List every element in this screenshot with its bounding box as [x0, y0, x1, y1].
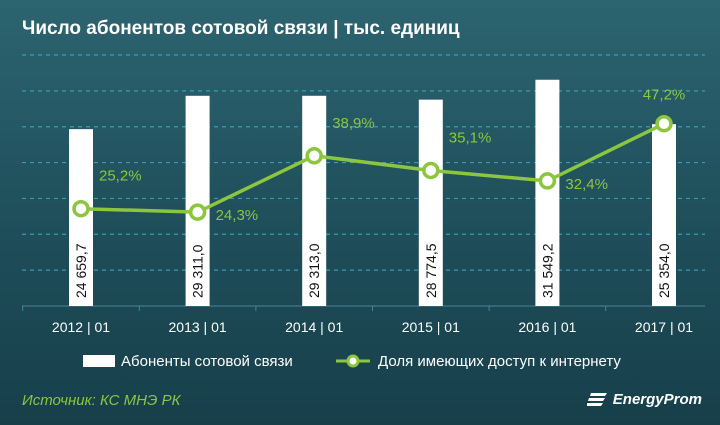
bar-value-label: 29 313,0: [306, 243, 322, 298]
line-value-label: 35,1%: [449, 129, 492, 146]
x-tick-label: 2016 | 01: [518, 319, 576, 335]
gridlines: [22, 54, 705, 271]
line-point: [305, 147, 323, 165]
brand-logo: EnergyProm: [586, 390, 702, 408]
bar: [535, 79, 560, 307]
line-value-label: 47,2%: [643, 87, 686, 104]
bar-value-label: 25 354,0: [656, 243, 672, 298]
x-tick-label: 2014 | 01: [285, 319, 343, 335]
bars: 24 659,7 29 311,0 29 313,0 28 774,5 31 549,2…: [69, 79, 676, 307]
line-point: [188, 203, 207, 221]
chart-title: Число абонентов сотовой связи | тыс. еди…: [22, 18, 460, 39]
x-tick-label: 2017 | 01: [635, 319, 693, 335]
bar: [302, 95, 327, 307]
line-point: [538, 172, 557, 190]
legend-label-line: Доля имеющих доступ к интернету: [378, 353, 621, 370]
bar: [418, 99, 443, 307]
line-value-label: 38,9%: [332, 115, 375, 132]
bar-value-label: 28 774,5: [423, 243, 439, 298]
legend-swatch-bars: [83, 355, 115, 367]
legend-label-bars: Абоненты сотовой связи: [121, 353, 293, 370]
bar-value-label: 31 549,2: [539, 243, 555, 298]
line-value-label: 25,2%: [99, 168, 142, 185]
bar: [69, 129, 93, 306]
source-note: Источник: КС МНЭ РК: [22, 392, 181, 409]
line-series: 25,2% 24,3% 38,9% 35,1% 32,4% 47,2%: [72, 87, 686, 224]
line-point: [655, 114, 673, 133]
line-point: [422, 161, 440, 180]
x-tick-label: 2012 | 01: [52, 319, 110, 335]
x-tick-label: 2015 | 01: [402, 319, 460, 335]
line-value-label: 32,4%: [565, 176, 608, 193]
legend-swatch-marker: [346, 354, 360, 368]
legend: Абоненты сотовой связи Доля имеющих досту…: [83, 353, 621, 370]
bar-value-label: 29 311,0: [190, 244, 206, 298]
brand-name: EnergyProm: [612, 390, 702, 408]
line-path: [80, 122, 665, 214]
line-point: [72, 199, 90, 218]
x-tick-label: 2013 | 01: [169, 319, 227, 335]
bar-value-label: 24 659,7: [73, 243, 89, 298]
bar: [652, 124, 676, 306]
x-ticks: 2012 | 01 2013 | 01 2014 | 01 2015 | 01 2016…: [22, 306, 693, 335]
energyprom-logo-icon: [586, 393, 607, 406]
line-value-label: 24,3%: [216, 207, 259, 224]
bar: [185, 95, 210, 307]
